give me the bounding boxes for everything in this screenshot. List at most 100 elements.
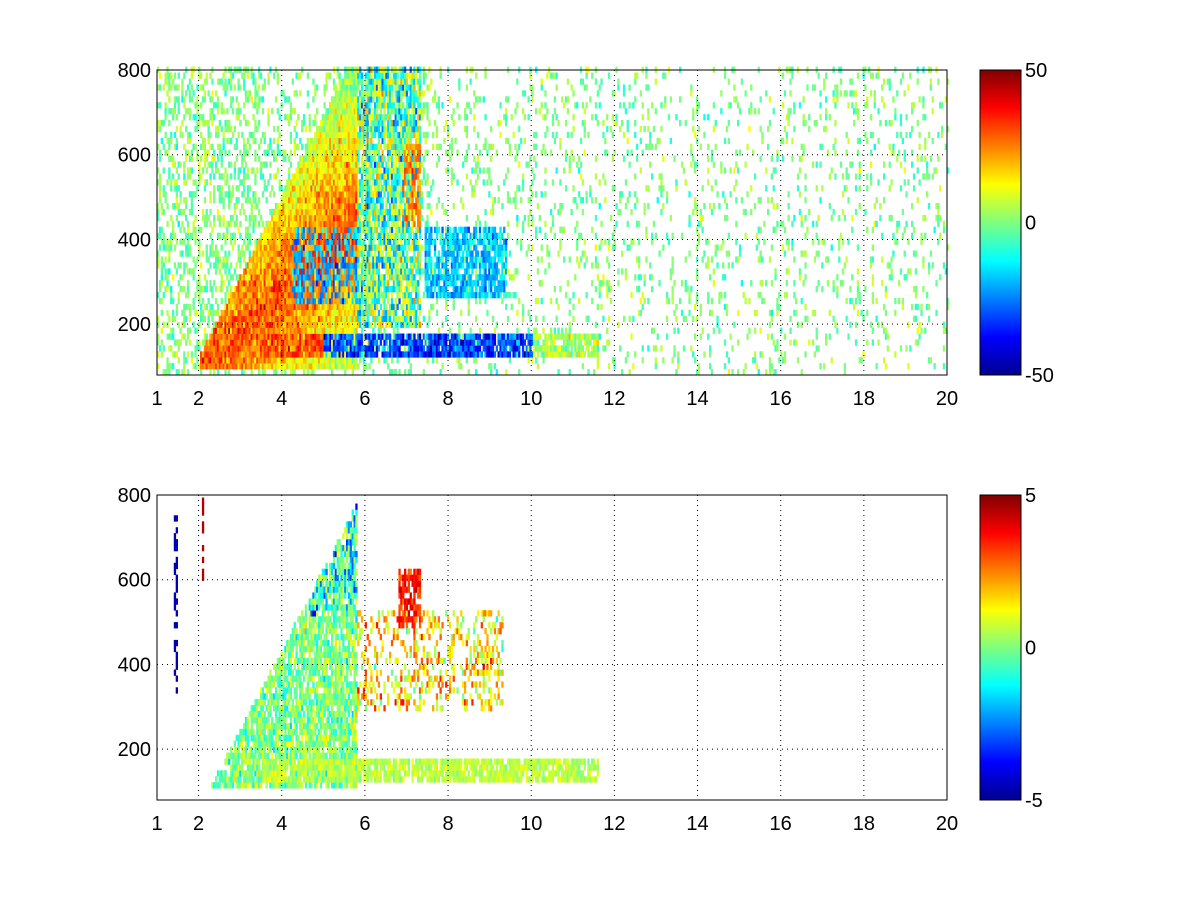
top-heatmap-cell [252, 250, 255, 257]
top-heatmap-cell [417, 161, 420, 168]
top-heatmap-cell [190, 167, 193, 174]
top-heatmap-cell [398, 250, 401, 257]
top-heatmap-cell [359, 274, 362, 281]
top-heatmap-cell [273, 262, 276, 269]
top-heatmap-cell [347, 72, 351, 79]
top-heatmap-cell [201, 84, 205, 91]
top-heatmap-cell [304, 262, 308, 269]
top-heatmap-cell [185, 250, 188, 257]
top-heatmap-cell [417, 179, 420, 186]
top-heatmap-cell [173, 161, 177, 168]
top-heatmap-cell [170, 238, 173, 245]
top-heatmap-cell [355, 197, 358, 204]
top-heatmap-cell [231, 214, 235, 222]
top-heatmap-cell [392, 345, 396, 352]
top-heatmap-cell [312, 155, 315, 162]
top-heatmap-cell [252, 268, 255, 275]
top-heatmap-cell [377, 155, 381, 162]
top-heatmap-cell [273, 208, 276, 216]
top-heatmap-cell [293, 250, 296, 257]
top-heatmap-cell [301, 292, 304, 299]
top-heatmap-cell [185, 244, 188, 251]
top-heatmap-cell [364, 262, 367, 269]
top-heatmap-cell [325, 167, 328, 174]
top-heatmap-cell [405, 185, 409, 192]
top-heatmap-cell [226, 262, 229, 269]
top-heatmap-cell [353, 125, 356, 133]
top-heatmap-cell [196, 309, 199, 317]
top-heatmap-cell [312, 363, 315, 370]
top-heatmap-cell [211, 114, 214, 121]
top-heatmap-cell [248, 315, 251, 322]
top-heatmap-cell [390, 90, 394, 97]
top-heatmap-cell [381, 297, 384, 305]
top-heatmap-cell [323, 203, 326, 210]
top-heatmap-cell [381, 78, 384, 85]
top-heatmap-cell [235, 274, 238, 281]
top-heatmap-cell [267, 339, 270, 346]
top-heatmap-cell [329, 256, 332, 263]
top-heatmap-cell [332, 268, 336, 275]
top-heatmap-cell [381, 256, 384, 263]
top-heatmap-cell [312, 238, 315, 245]
top-heatmap-cell [409, 90, 412, 97]
top-heatmap-cell [304, 309, 308, 317]
top-heatmap-cell [185, 262, 188, 269]
top-heatmap-cell [347, 220, 351, 228]
top-heatmap-cell [411, 149, 414, 156]
top-heatmap-cell [390, 120, 394, 127]
top-heatmap-cell [211, 357, 214, 364]
top-heatmap-cell [366, 345, 369, 352]
top-heatmap-cell [261, 250, 265, 257]
top-heatmap-cell [177, 84, 180, 91]
top-heatmap-cell [211, 315, 214, 322]
top-heatmap-cell [351, 292, 354, 299]
top-heatmap-cell [331, 280, 334, 287]
top-heatmap-cell [314, 137, 317, 145]
top-heatmap-cell [188, 131, 192, 139]
top-heatmap-cell [166, 203, 169, 210]
top-heatmap-cell [359, 114, 362, 121]
top-heatmap-cell [265, 161, 268, 168]
top-heatmap-cell [317, 256, 321, 263]
top-heatmap-cell [230, 137, 233, 145]
top-heatmap-cell [205, 303, 208, 311]
top-heatmap-cell [299, 232, 302, 239]
top-heatmap-cell [246, 333, 250, 340]
top-heatmap-cell [237, 274, 240, 281]
top-heatmap-cell [351, 286, 354, 293]
top-heatmap-cell [246, 315, 250, 322]
top-heatmap-cell [413, 220, 416, 228]
top-heatmap-cell [402, 244, 405, 251]
top-heatmap-cell [258, 155, 261, 162]
top-heatmap-cell [323, 321, 326, 328]
top-heatmap-cell [329, 280, 332, 287]
top-heatmap-cell [415, 280, 418, 287]
top-heatmap-cell [188, 268, 192, 275]
top-heatmap-cell [284, 262, 287, 269]
top-heatmap-cell [278, 333, 281, 340]
top-heatmap-cell [370, 226, 373, 233]
top-heatmap-cell [340, 143, 343, 150]
top-heatmap-cell [362, 137, 366, 145]
top-heatmap-cell [319, 250, 323, 257]
top-heatmap-cell [310, 238, 313, 245]
top-heatmap-cell [346, 90, 349, 97]
top-heatmap-cell [293, 292, 296, 299]
top-heatmap-cell [372, 143, 375, 150]
top-heatmap-cell [338, 185, 341, 192]
top-heatmap-cell [325, 357, 328, 364]
top-heatmap-cell [331, 286, 334, 293]
top-heatmap-cell [411, 256, 414, 263]
top-heatmap-cell [413, 208, 416, 216]
top-heatmap-cell [263, 333, 266, 340]
top-heatmap-cell [353, 149, 356, 156]
top-heatmap-cell [291, 327, 294, 334]
top-heatmap-cell [359, 143, 362, 150]
top-heatmap-cell [405, 203, 409, 210]
top-heatmap-cell [405, 102, 409, 109]
top-heatmap-cell [411, 173, 414, 180]
top-heatmap-cell [233, 292, 236, 299]
top-heatmap-cell [244, 96, 248, 103]
top-heatmap-cell [342, 339, 345, 346]
